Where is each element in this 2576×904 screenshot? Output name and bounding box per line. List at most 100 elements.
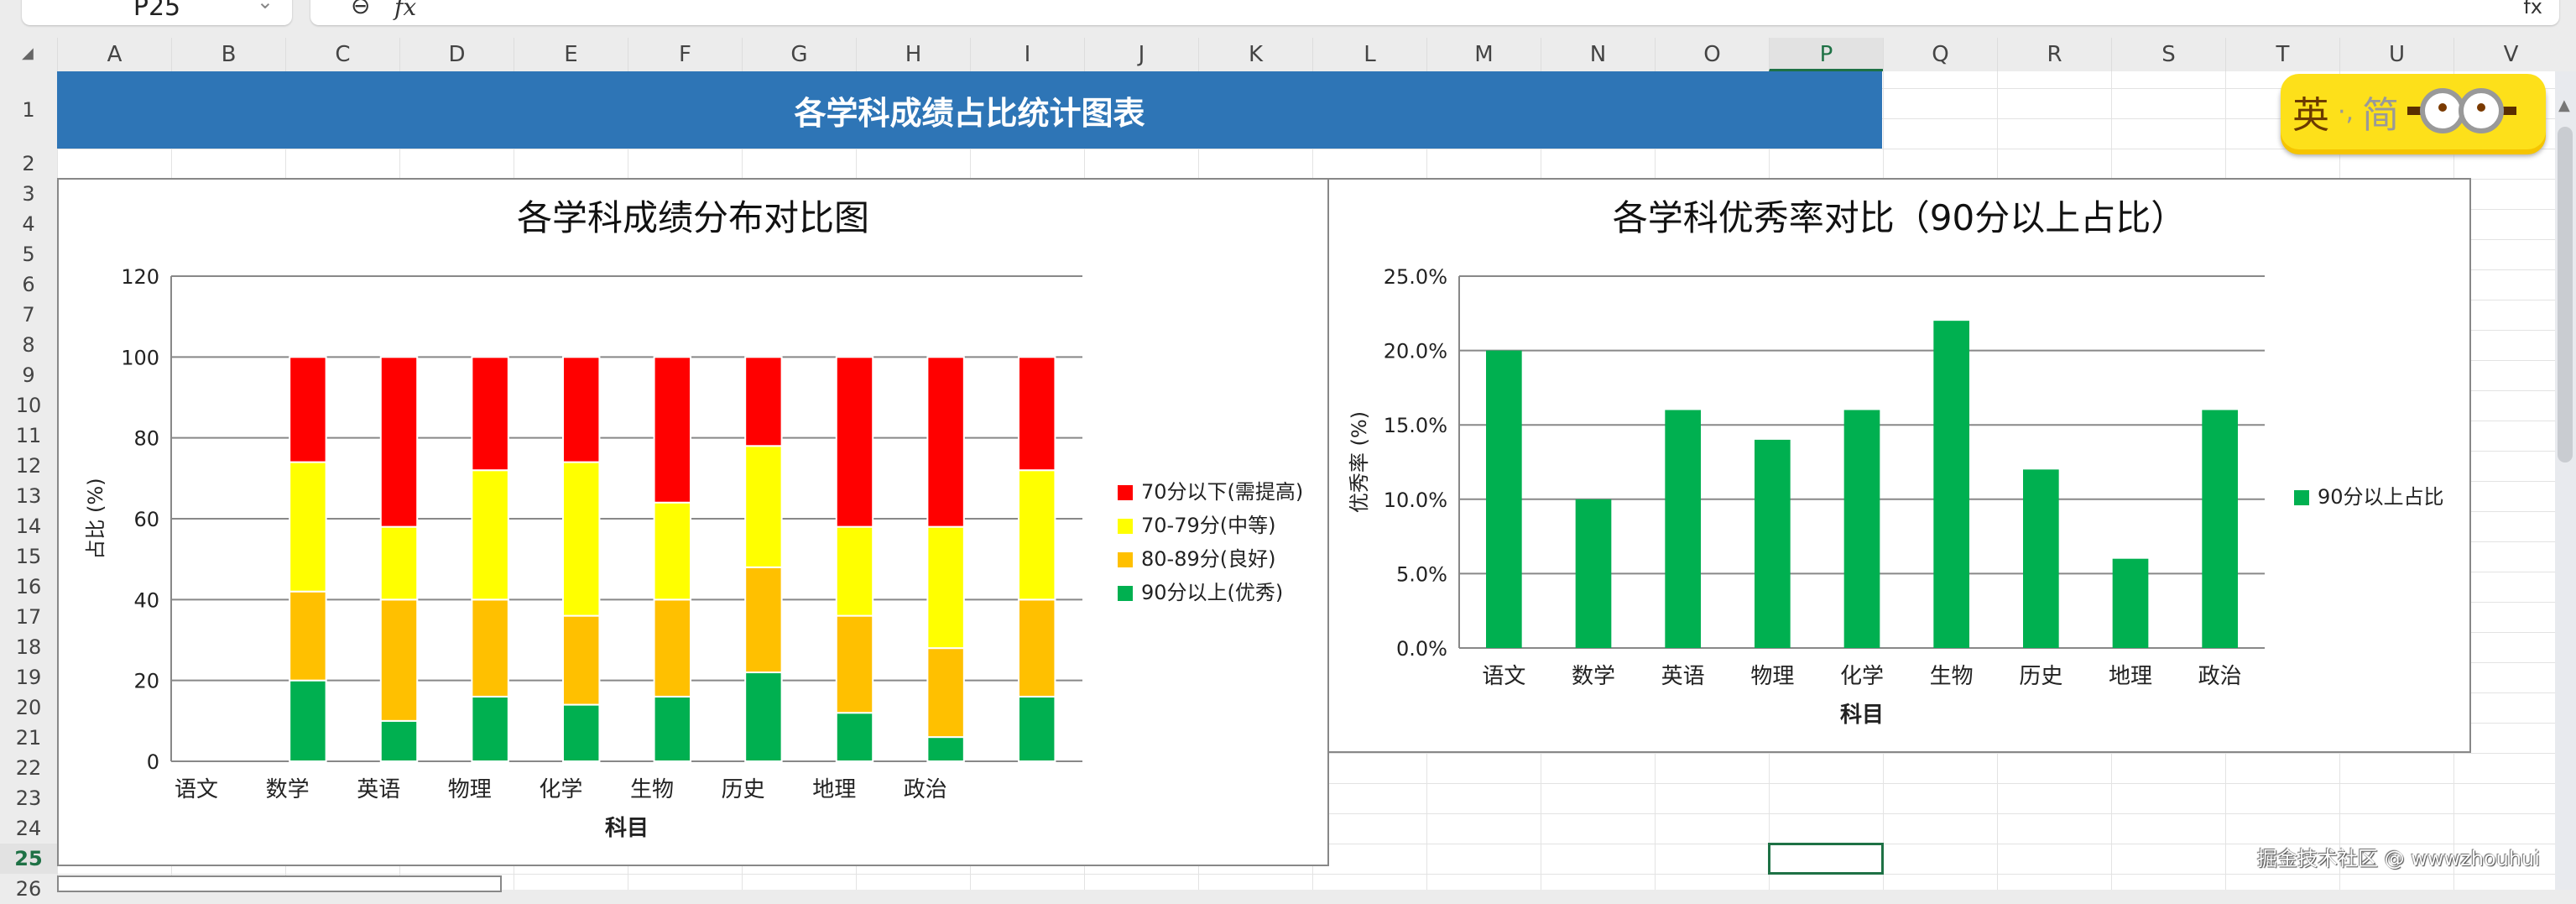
row-header-4[interactable]: 4 xyxy=(22,212,35,236)
row-header-5[interactable]: 5 xyxy=(22,243,35,266)
x-tick-label: 生物 xyxy=(630,777,674,802)
column-header-V[interactable]: V xyxy=(2453,38,2568,71)
x-tick-label: 政治 xyxy=(904,777,947,802)
scrollbar-thumb[interactable] xyxy=(2558,127,2573,462)
row-header-24[interactable]: 24 xyxy=(15,817,42,840)
row-header-21[interactable]: 21 xyxy=(15,726,42,750)
chevron-down-icon[interactable]: ⌄ xyxy=(256,0,274,13)
bar-1-9 xyxy=(1017,598,1056,698)
legend-label-0: 90分以上(优秀) xyxy=(1141,581,1283,604)
zoom-out-icon[interactable]: ⊖ xyxy=(351,0,371,19)
y-tick-label: 10.0% xyxy=(1384,489,1447,512)
row-header-8[interactable]: 8 xyxy=(22,333,35,357)
column-header-F[interactable]: F xyxy=(628,38,742,71)
ime-mode[interactable]: 简 xyxy=(2362,94,2400,137)
excellence-rate-chart[interactable]: 各学科优秀率对比（90分以上占比） 0.0% 5.0% 10.0% 15.0% 20.0%… xyxy=(1327,178,2471,753)
bar-0-1 xyxy=(289,679,327,763)
vertical-scrollbar[interactable]: ▲ xyxy=(2555,71,2576,890)
column-header-G[interactable]: G xyxy=(742,38,856,71)
column-header-S[interactable]: S xyxy=(2111,38,2225,71)
row-header-22[interactable]: 22 xyxy=(15,756,42,780)
selected-cell-p25[interactable] xyxy=(1768,843,1884,875)
column-header-U[interactable]: U xyxy=(2339,38,2453,71)
y-tick-label: 25.0% xyxy=(1384,265,1447,289)
scroll-up-icon[interactable]: ▲ xyxy=(2558,97,2570,114)
row-header-10[interactable]: 10 xyxy=(15,394,42,417)
bar-1-5 xyxy=(653,598,692,698)
bar-2-5 xyxy=(653,501,692,601)
column-header-L[interactable]: L xyxy=(1312,38,1426,71)
column-header-D[interactable]: D xyxy=(399,38,514,71)
row-header-18[interactable]: 18 xyxy=(15,635,42,659)
bar-0-1 xyxy=(1575,499,1612,648)
ime-status-widget[interactable]: 英 ·, 简 xyxy=(2281,74,2546,149)
row-header-13[interactable]: 13 xyxy=(15,484,42,508)
column-header-I[interactable]: I xyxy=(970,38,1084,71)
bar-3-9 xyxy=(1017,356,1056,472)
expand-formula-icon[interactable]: fx xyxy=(2523,0,2542,18)
column-header-Q[interactable]: Q xyxy=(1883,38,1997,71)
column-header-P[interactable]: P xyxy=(1769,38,1883,71)
row-header-15[interactable]: 15 xyxy=(15,545,42,568)
row-header-23[interactable]: 23 xyxy=(15,786,42,810)
bar-2-4 xyxy=(561,461,601,617)
row-header-7[interactable]: 7 xyxy=(22,303,35,327)
row-header-25[interactable]: 25 xyxy=(0,844,57,874)
row-header-6[interactable]: 6 xyxy=(22,273,35,296)
bar-0-2 xyxy=(379,719,419,762)
row-header-1[interactable]: 1 xyxy=(22,98,35,122)
column-header-E[interactable]: E xyxy=(514,38,628,71)
x-tick-label: 化学 xyxy=(539,777,582,802)
function-icon[interactable]: fx xyxy=(394,0,417,21)
row-header-12[interactable]: 12 xyxy=(15,454,42,478)
x-tick-label: 语文 xyxy=(1482,664,1525,689)
x-tick-label: 英语 xyxy=(357,777,400,802)
row-header-19[interactable]: 19 xyxy=(15,666,42,689)
row-header-2[interactable]: 2 xyxy=(22,152,35,175)
bar-1-2 xyxy=(379,598,419,722)
bar-2-1 xyxy=(289,461,327,593)
bar-3-8 xyxy=(926,356,965,528)
row-header-3[interactable]: 3 xyxy=(22,182,35,206)
column-header-M[interactable]: M xyxy=(1426,38,1541,71)
column-header-R[interactable]: R xyxy=(1997,38,2111,71)
column-header-K[interactable]: K xyxy=(1198,38,1312,71)
embedded-object-edge[interactable] xyxy=(57,875,502,892)
column-header-C[interactable]: C xyxy=(285,38,399,71)
x-tick-label: 物理 xyxy=(448,777,492,802)
column-header-J[interactable]: J xyxy=(1084,38,1198,71)
ime-language[interactable]: 英 xyxy=(2292,94,2329,137)
column-header-H[interactable]: H xyxy=(856,38,970,71)
row-header-16[interactable]: 16 xyxy=(15,575,42,598)
y-tick-label: 60 xyxy=(133,508,159,531)
formula-bar[interactable]: ⊖ fx fx xyxy=(310,0,2559,25)
x-axis-title: 科目 xyxy=(605,816,649,841)
name-box[interactable]: P25 ⌄ xyxy=(22,0,292,25)
row-header-17[interactable]: 17 xyxy=(15,605,42,629)
legend-swatch-0 xyxy=(1118,586,1133,601)
row-header-20[interactable]: 20 xyxy=(15,696,42,719)
bar-0-7 xyxy=(2112,558,2149,648)
bar-0-3 xyxy=(471,695,509,763)
bar-0-7 xyxy=(835,712,874,763)
row-header-14[interactable]: 14 xyxy=(15,515,42,538)
bar-0-8 xyxy=(926,736,965,762)
column-header-B[interactable]: B xyxy=(171,38,285,71)
column-header-O[interactable]: O xyxy=(1655,38,1769,71)
column-header-T[interactable]: T xyxy=(2225,38,2339,71)
title-banner[interactable]: 各学科成绩占比统计图表 xyxy=(57,71,1882,149)
stacked-distribution-chart[interactable]: 各学科成绩分布对比图 0 20 40 60 80 100 120 语文 数学 英语 物理 化学 生物 历史 地… xyxy=(57,178,1329,866)
column-header-N[interactable]: N xyxy=(1541,38,1655,71)
x-tick-label: 物理 xyxy=(1750,664,1794,689)
row-header-9[interactable]: 9 xyxy=(22,363,35,387)
legend-swatch-3 xyxy=(1118,485,1133,500)
legend-swatch-0 xyxy=(2294,490,2309,505)
watermark: 掘金技术社区 @ wwwzhouhui xyxy=(2257,847,2540,870)
y-tick-label: 15.0% xyxy=(1384,414,1447,437)
select-all-icon[interactable]: ◢ xyxy=(22,44,34,62)
row-header-26[interactable]: 26 xyxy=(15,877,42,901)
x-tick-label: 化学 xyxy=(1840,664,1884,689)
ime-punctuation[interactable]: ·, xyxy=(2338,97,2354,127)
column-header-A[interactable]: A xyxy=(57,38,171,71)
row-header-11[interactable]: 11 xyxy=(15,424,42,447)
